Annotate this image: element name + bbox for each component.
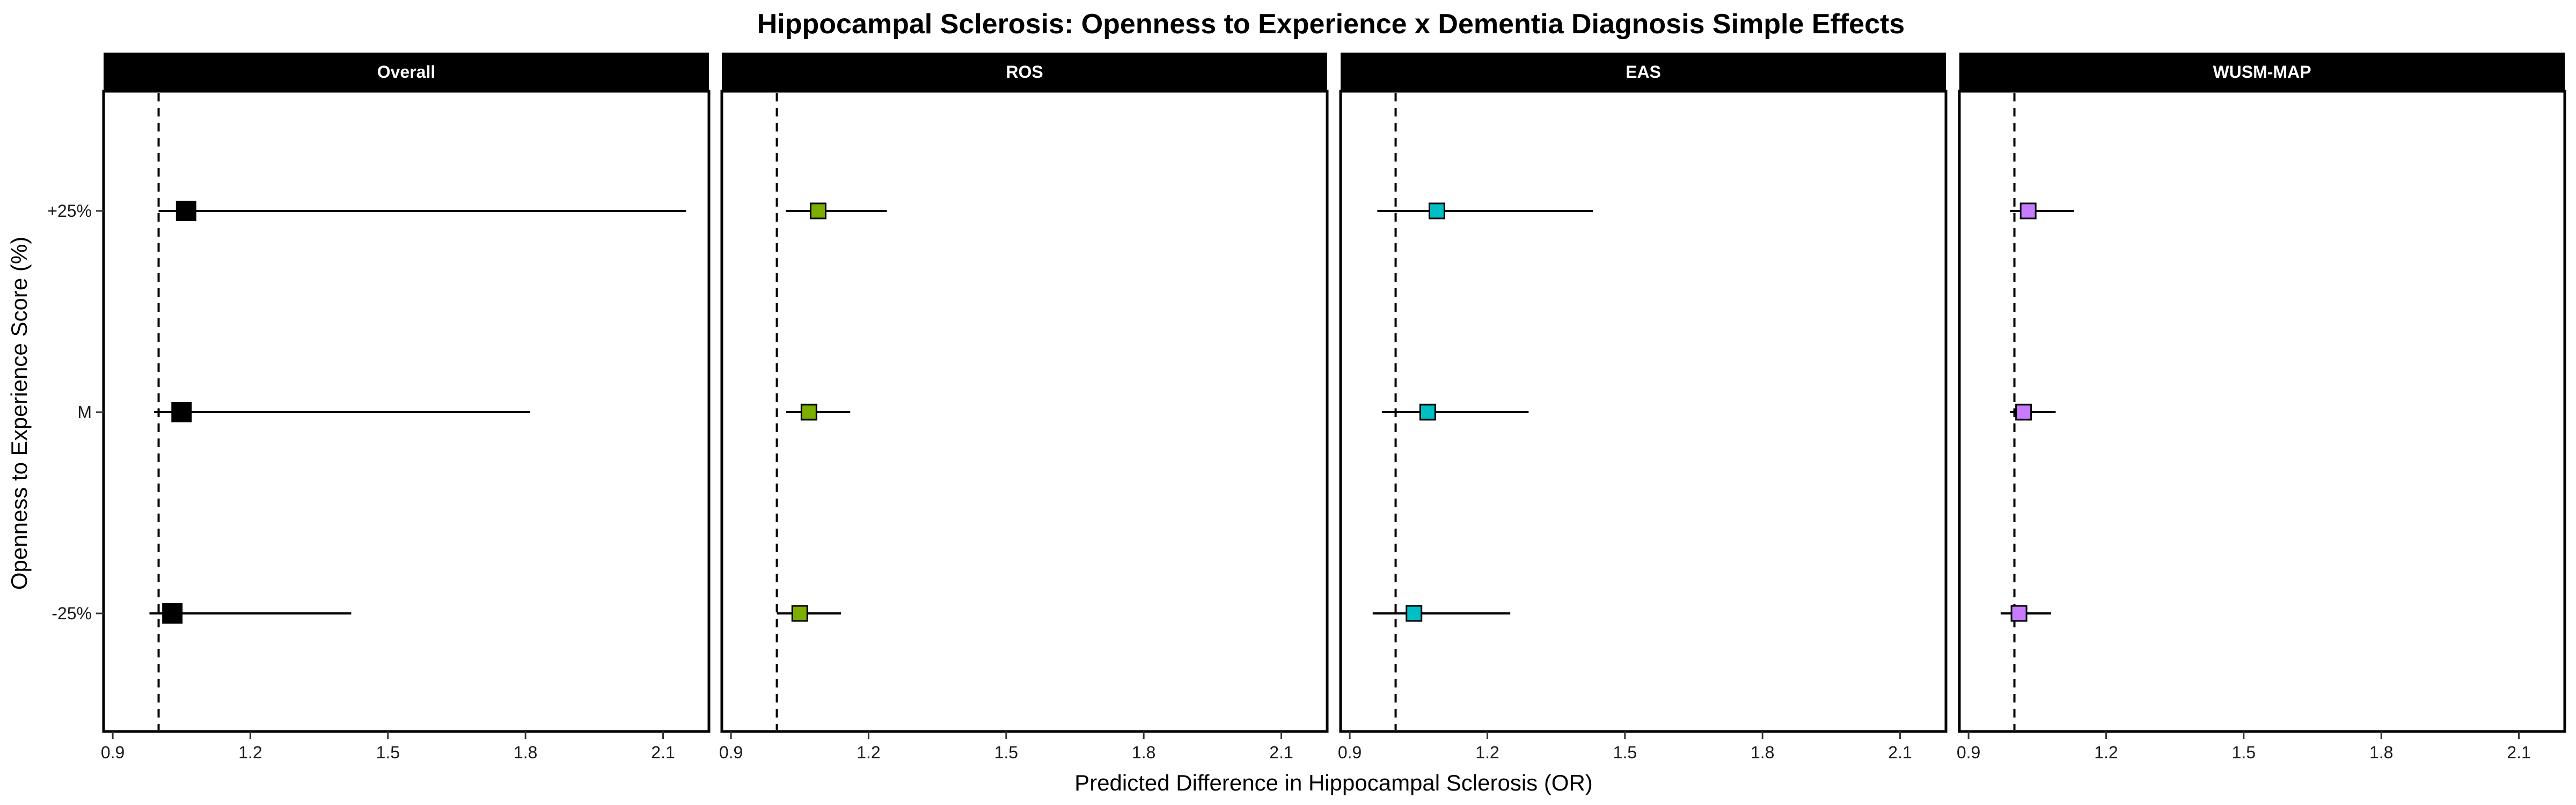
x-tick-label: 0.9	[101, 743, 125, 762]
estimate-point	[791, 605, 808, 622]
panel-border	[1339, 90, 1948, 733]
x-tick-label: 1.5	[376, 743, 400, 762]
estimate-point	[171, 402, 192, 422]
x-tick-label: 2.1	[651, 743, 675, 762]
estimate-point	[2015, 404, 2032, 421]
x-tick-label: 0.9	[719, 743, 743, 762]
panel-eas: EAS 0.9 1.2 1.5 1.8 2.1	[1338, 53, 1948, 762]
x-tick-label: 1.8	[1751, 743, 1774, 762]
panel-overall: Overall 0.9 1.2 1.5 1.8 2.1 +25% M -25%	[47, 53, 711, 762]
x-tick-label: 1.5	[994, 743, 1018, 762]
x-tick-label: 2.1	[1269, 743, 1293, 762]
x-tick-label: 1.2	[238, 743, 262, 762]
panel-strip-label: ROS	[1006, 62, 1043, 82]
panels-layer: Overall 0.9 1.2 1.5 1.8 2.1 +25% M -25% ROS 0.9 1.2…	[47, 53, 2566, 762]
panel-wusm-map: WUSM-MAP 0.9 1.2 1.5 1.8 2.1	[1957, 53, 2566, 762]
panel-border	[1958, 90, 2566, 733]
x-tick-label: 2.1	[2507, 743, 2530, 762]
x-tick-label: 1.5	[1613, 743, 1637, 762]
panel-border	[720, 90, 1329, 733]
estimate-point	[1428, 202, 1445, 219]
estimate-point	[800, 404, 817, 421]
y-axis-title: Openness to Experience Score (%)	[6, 237, 32, 590]
x-tick-label: 1.2	[857, 743, 880, 762]
estimate-point	[1406, 605, 1423, 622]
panel-strip-label: EAS	[1626, 62, 1661, 82]
x-tick-label: 2.1	[1888, 743, 1912, 762]
estimate-point	[175, 201, 196, 221]
x-tick-label: 1.8	[2369, 743, 2393, 762]
x-axis-title: Predicted Difference in Hippocampal Scle…	[1074, 770, 1593, 795]
x-tick-label: 1.8	[514, 743, 537, 762]
estimate-point	[2019, 202, 2037, 219]
y-tick-label: M	[77, 402, 92, 422]
panel-strip	[1959, 53, 2565, 91]
x-tick-label: 1.2	[2094, 743, 2118, 762]
estimate-point	[2010, 605, 2028, 622]
panel-strip	[104, 53, 709, 91]
x-tick-label: 1.8	[1132, 743, 1155, 762]
estimate-point	[162, 603, 183, 624]
estimate-point	[1419, 404, 1436, 421]
panel-strip	[722, 53, 1327, 91]
y-tick-label: +25%	[47, 201, 92, 221]
x-tick-label: 0.9	[1338, 743, 1362, 762]
panel-strip-label: WUSM-MAP	[2213, 62, 2311, 82]
estimate-point	[809, 202, 826, 219]
x-tick-label: 0.9	[1957, 743, 1980, 762]
panel-ros: ROS 0.9 1.2 1.5 1.8 2.1	[719, 53, 1329, 762]
x-tick-label: 1.5	[2232, 743, 2256, 762]
y-tick-label: -25%	[52, 604, 92, 623]
panel-strip	[1341, 53, 1946, 91]
chart-title: Hippocampal Sclerosis: Openness to Exper…	[757, 9, 1905, 40]
x-tick-label: 1.2	[1475, 743, 1499, 762]
panel-strip-label: Overall	[377, 62, 436, 82]
